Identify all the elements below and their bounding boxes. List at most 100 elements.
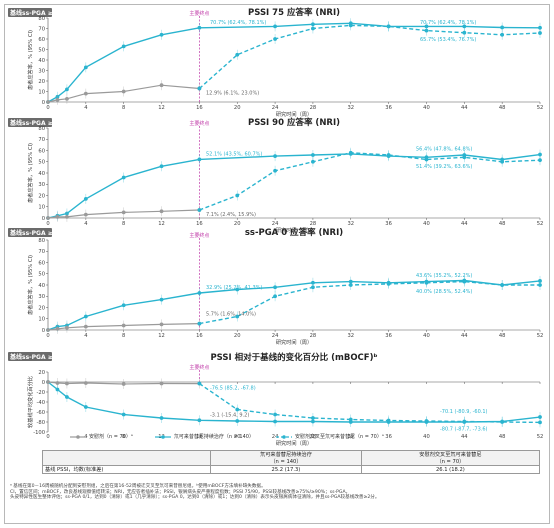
y-tick-label: 30 (38, 182, 45, 188)
x-tick-label: 0 (46, 221, 49, 227)
series-line (47, 279, 541, 331)
data-point (273, 419, 277, 424)
primary-endpoint-label: 主要终点 (189, 120, 209, 127)
table-row: 基线 PSSI，均数(标准差) 25.2 (17.3) 26.1 (18.2) (41, 465, 541, 474)
data-point (348, 283, 353, 287)
x-axis-label: 研究时间（周） (276, 110, 312, 118)
legend-continuous: 氘可来昔替尼持续治疗（n = 140） (154, 433, 254, 440)
data-point (197, 381, 202, 386)
x-tick-label: 24 (272, 434, 279, 440)
data-point (121, 382, 126, 386)
data-point (235, 287, 240, 292)
x-tick-label: 48 (499, 333, 506, 339)
data-point (65, 381, 69, 386)
x-tick-label: 4 (84, 105, 88, 111)
data-point (46, 380, 50, 384)
x-tick-label: 0 (46, 105, 49, 111)
y-tick-label: -80 (37, 420, 45, 426)
data-point (538, 283, 542, 287)
data-point (83, 91, 88, 96)
x-tick-label: 32 (347, 434, 354, 440)
x-tick-label: 8 (122, 221, 125, 227)
table-header-b: 安慰剂交叉至氘可来昔替尼 （n = 70） (360, 450, 541, 466)
y-tick-label: 70 (38, 26, 45, 32)
annotation-label: 32.9% (25.2%, 41.3%) (206, 285, 262, 291)
panel-1: 基线ss-PGA ≥1 PSSI 75 应答率 (NRI)010203040506… (8, 7, 543, 118)
y-tick-label: 20 (38, 305, 45, 311)
x-tick-label: 12 (158, 105, 165, 111)
data-point (159, 297, 164, 302)
legend-placebo: 安慰剂（n = 70）ᵃ (70, 433, 133, 440)
y-tick-label: 0 (42, 216, 45, 222)
y-tick-label: 0 (42, 380, 45, 386)
y-tick-label: -20 (37, 390, 45, 396)
data-point (197, 208, 202, 212)
x-tick-label: 28 (310, 434, 317, 440)
series-line (198, 24, 541, 90)
x-tick-label: 52 (537, 434, 544, 440)
data-point (538, 152, 542, 157)
table-header-a: 氘可来昔替尼持续治疗 （n = 140） (210, 450, 362, 466)
y-tick-label: 0 (42, 100, 45, 106)
x-tick-label: 8 (122, 333, 125, 339)
data-point (538, 31, 542, 35)
x-tick-label: 36 (385, 333, 392, 339)
data-point (424, 157, 429, 162)
data-point (311, 285, 315, 290)
x-tick-label: 8 (122, 105, 125, 111)
x-tick-label: 32 (347, 105, 354, 111)
data-point (159, 32, 164, 37)
data-point (121, 44, 126, 49)
data-point (311, 26, 315, 31)
data-point (65, 325, 69, 330)
data-point (273, 168, 277, 173)
x-tick-label: 52 (537, 333, 544, 339)
y-tick-label: 80 (38, 16, 45, 22)
data-point (65, 214, 69, 219)
annotation-label: 12.9% (6.1%, 23.0%) (206, 90, 259, 96)
data-point (273, 24, 277, 29)
data-point (121, 89, 126, 94)
data-point (83, 381, 88, 385)
data-point (197, 291, 202, 295)
data-point (159, 209, 164, 214)
x-tick-label: 24 (272, 333, 279, 339)
data-point (500, 159, 505, 164)
data-point (462, 155, 467, 160)
y-tick-label: 80 (38, 126, 45, 132)
x-tick-label: 32 (347, 333, 354, 339)
data-point (65, 395, 69, 399)
figure-frame (4, 4, 550, 524)
data-point (121, 175, 126, 180)
primary-endpoint-label: 主要终点 (189, 232, 209, 239)
data-point (65, 87, 69, 92)
x-tick-label: 16 (196, 105, 203, 111)
y-tick-label: 70 (38, 137, 45, 143)
data-point (311, 159, 315, 164)
table-header-empty (41, 450, 212, 466)
y-tick-label: 10 (38, 89, 45, 95)
x-tick-label: 0 (46, 333, 49, 339)
data-point (197, 418, 202, 423)
data-point (197, 157, 202, 162)
annotation-label: -3.1 (-15.4, 9.2) (210, 412, 249, 418)
panel-title: PSSI 90 应答率 (NRI) (248, 117, 340, 128)
baseline-badge (8, 118, 52, 127)
data-point (273, 294, 277, 299)
data-point (538, 158, 542, 163)
legend-placebo-label: 安慰剂（n = 70）ᵃ (89, 434, 133, 440)
data-point (273, 285, 277, 290)
x-tick-label: 44 (461, 221, 468, 227)
series-line (199, 280, 540, 325)
x-tick-label: 16 (196, 221, 203, 227)
y-tick-label: 50 (38, 160, 45, 166)
annotation-label: 5.7% (1.6%, 14.0%) (206, 312, 256, 318)
panel-title: ss-PGA 0 应答率 (NRI) (245, 227, 343, 238)
y-tick-label: -100 (33, 430, 45, 436)
data-point (538, 415, 542, 419)
annotation-label: 40.0% (28.5%, 52.4%) (416, 289, 472, 295)
x-tick-label: 44 (461, 333, 468, 339)
x-tick-label: 32 (347, 221, 354, 227)
y-tick-label: 60 (38, 260, 45, 266)
